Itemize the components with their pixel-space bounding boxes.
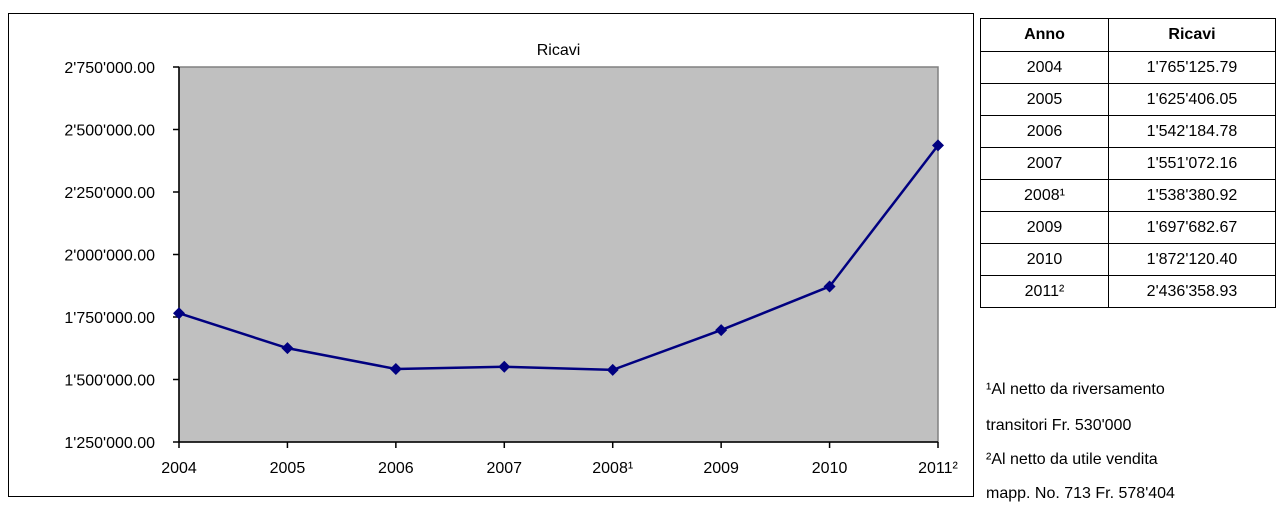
- year-cell: 2011²: [980, 275, 1109, 308]
- y-tick-label: 2'750'000.00: [64, 60, 155, 77]
- value-cell: 1'872'120.40: [1108, 243, 1276, 276]
- value-cell: 1'625'406.05: [1108, 83, 1276, 116]
- x-tick-label: 2005: [270, 460, 306, 477]
- year-cell: 2010: [980, 243, 1109, 276]
- table-header-row: Anno Ricavi: [980, 18, 1276, 52]
- year-cell: 2006: [980, 115, 1109, 148]
- year-cell: 2004: [980, 51, 1109, 84]
- y-tick-label: 1'250'000.00: [64, 435, 155, 452]
- header-ricavi: Ricavi: [1108, 18, 1276, 52]
- footnote-1-line-1: ¹Al netto da riversamento: [986, 381, 1165, 398]
- x-tick-label: 2011²: [918, 460, 958, 477]
- table-row: 2009 1'697'682.67: [980, 211, 1276, 244]
- x-tick-label: 2006: [378, 460, 414, 477]
- table-row: 2005 1'625'406.05: [980, 83, 1276, 116]
- value-cell: 2'436'358.93: [1108, 275, 1276, 308]
- y-tick-label: 1'500'000.00: [64, 373, 155, 390]
- y-tick-label: 2'500'000.00: [64, 123, 155, 140]
- x-tick-label: 2004: [161, 460, 197, 477]
- data-point-marker: [173, 307, 185, 320]
- table-row: 2010 1'872'120.40: [980, 243, 1276, 276]
- revenue-table: Anno Ricavi 2004 1'765'125.79 2005 1'625'4…: [980, 18, 1276, 308]
- x-tick-label: 2008¹: [592, 460, 633, 477]
- footnote-2-line-2: mapp. No. 713 Fr. 578'404: [986, 485, 1175, 502]
- data-point-marker: [498, 360, 511, 373]
- value-cell: 1'765'125.79: [1108, 51, 1276, 84]
- table-row: 2007 1'551'072.16: [980, 147, 1276, 180]
- line-chart: Ricavi 1'250'000.00 1'500'000.00 1'750'000.…: [64, 42, 958, 477]
- value-cell: 1'542'184.78: [1108, 115, 1276, 148]
- table-row: 2006 1'542'184.78: [980, 115, 1276, 148]
- value-cell: 1'538'380.92: [1108, 179, 1276, 212]
- year-cell: 2005: [980, 83, 1109, 116]
- value-cell: 1'551'072.16: [1108, 147, 1276, 180]
- data-point-marker: [389, 362, 402, 375]
- x-tick-label: 2007: [486, 460, 522, 477]
- data-point-marker: [823, 280, 836, 293]
- chart-title: Ricavi: [537, 42, 581, 59]
- series-line: [178, 144, 939, 372]
- year-cell: 2008¹: [980, 179, 1109, 212]
- value-cell: 1'697'682.67: [1108, 211, 1276, 244]
- year-cell: 2009: [980, 211, 1109, 244]
- x-tick-label: 2009: [703, 460, 739, 477]
- year-cell: 2007: [980, 147, 1109, 180]
- y-tick-label: 2'250'000.00: [64, 185, 155, 202]
- x-tick-label: 2010: [812, 460, 848, 477]
- footnote-1-line-2: transitori Fr. 530'000: [986, 417, 1132, 434]
- y-tick-label: 2'000'000.00: [64, 248, 155, 265]
- header-anno: Anno: [980, 18, 1109, 52]
- footnote-2-line-1: ²Al netto da utile vendita: [986, 451, 1158, 468]
- chart-frame: Ricavi 1'250'000.00 1'500'000.00 1'750'000.…: [8, 13, 974, 497]
- table-row: 2004 1'765'125.79: [980, 51, 1276, 84]
- data-point-marker: [606, 363, 619, 376]
- data-point-marker: [932, 139, 944, 152]
- y-tick-label: 1'750'000.00: [64, 310, 155, 327]
- data-point-marker: [715, 324, 728, 337]
- table-row: 2008¹ 1'538'380.92: [980, 179, 1276, 212]
- data-point-marker: [281, 342, 294, 355]
- plot-area: [178, 66, 939, 443]
- table-row: 2011² 2'436'358.93: [980, 275, 1276, 308]
